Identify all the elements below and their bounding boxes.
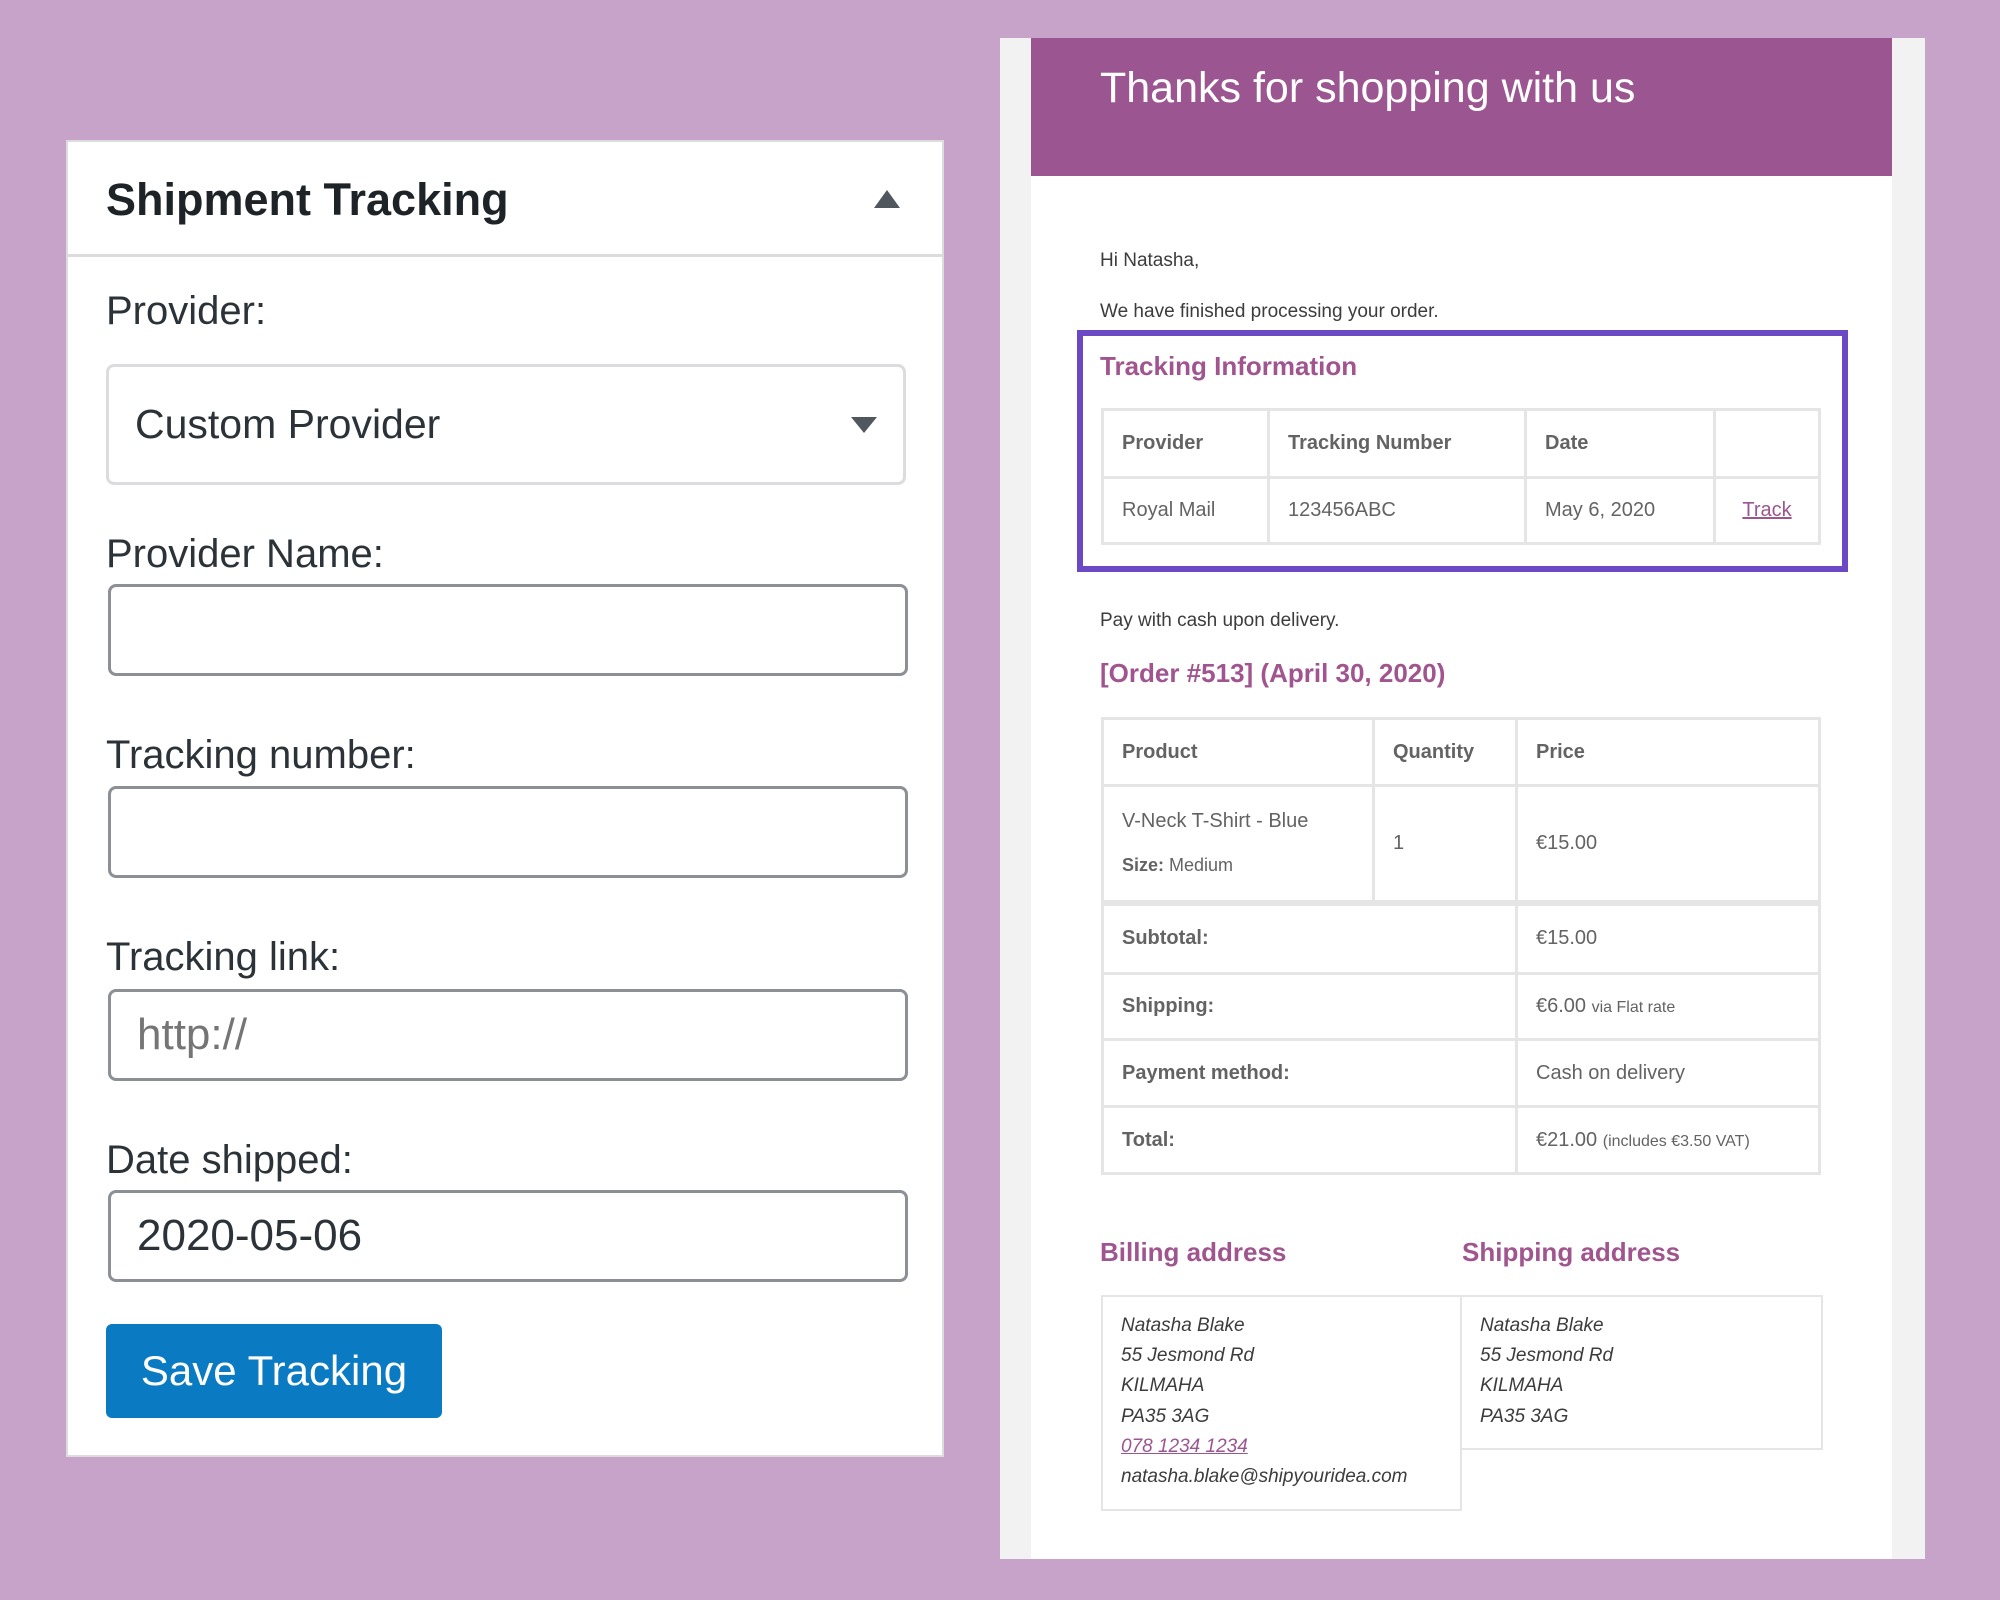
billing-line: Natasha Blake — [1121, 1315, 1245, 1336]
th-price: Price — [1515, 717, 1821, 787]
total-label: Total: — [1101, 1105, 1518, 1175]
th-empty — [1713, 408, 1821, 479]
payment-label: Payment method: — [1101, 1038, 1518, 1109]
th-quantity: Quantity — [1372, 717, 1518, 787]
billing-phone-link[interactable]: 078 1234 1234 — [1121, 1435, 1248, 1457]
tracking-link-label: Tracking link: — [106, 935, 341, 979]
subtotal-label: Subtotal: — [1101, 901, 1518, 975]
th-product: Product — [1101, 717, 1375, 787]
payment-cell: Cash on delivery — [1515, 1038, 1821, 1109]
meta-value: Medium — [1169, 855, 1234, 876]
shipping-line: Natasha Blake — [1480, 1315, 1604, 1336]
th-tracking-number: Tracking Number — [1267, 408, 1527, 479]
order-item-row: V-Neck T-Shirt - Blue Size: Medium 1 €15… — [1101, 784, 1821, 904]
provider-select[interactable]: Custom Provider — [106, 364, 906, 485]
provider-name-input[interactable] — [108, 584, 908, 676]
totals-row-payment: Payment method: Cash on delivery — [1101, 1038, 1821, 1109]
tracking-highlight-box — [1077, 330, 1848, 572]
shipping-line: KILMAHA — [1480, 1375, 1564, 1397]
provider-label: Provider: — [106, 289, 267, 333]
tracking-header-row: Provider Tracking Number Date — [1101, 408, 1821, 479]
totals-row-subtotal: Subtotal: €15.00 — [1101, 901, 1821, 975]
product-meta: Size: Medium — [1122, 855, 1354, 876]
total-value: €21.00 — [1536, 1128, 1598, 1151]
email-header: Thanks for shopping with us — [1031, 38, 1892, 176]
shipping-label: Shipping: — [1101, 971, 1518, 1042]
payment-value: Cash on delivery — [1536, 1061, 1685, 1084]
tracking-row: Royal Mail 123456ABC May 6, 2020 Track — [1101, 476, 1821, 545]
totals-row-total: Total: €21.00 (includes €3.50 VAT) — [1101, 1105, 1821, 1175]
product-cell: V-Neck T-Shirt - Blue Size: Medium — [1101, 784, 1375, 904]
track-cell: Track — [1713, 476, 1821, 545]
shipping-line: 55 Jesmond Rd — [1480, 1345, 1614, 1367]
provider-cell: Royal Mail — [1101, 476, 1270, 545]
tracking-number-cell: 123456ABC — [1267, 476, 1527, 545]
billing-title: Billing address — [1100, 1237, 1287, 1267]
shipping-cell: €6.00 via Flat rate — [1515, 971, 1821, 1042]
billing-line: PA35 3AG — [1121, 1405, 1210, 1427]
shipping-note: via Flat rate — [1591, 999, 1676, 1017]
order-header-row: Product Quantity Price — [1101, 717, 1821, 787]
billing-line: KILMAHA — [1121, 1375, 1205, 1397]
billing-email: natasha.blake@shipyouridea.com — [1121, 1466, 1408, 1488]
chevron-down-icon — [851, 417, 877, 433]
greeting: Hi Natasha, — [1100, 250, 1200, 271]
tracking-info-title: Tracking Information — [1100, 351, 1358, 381]
th-date: Date — [1524, 408, 1716, 479]
intro-text: We have finished processing your order. — [1100, 301, 1439, 322]
payment-note: Pay with cash upon delivery. — [1100, 610, 1340, 631]
shipment-tracking-panel: Shipment Tracking Provider: Custom Provi… — [66, 140, 944, 1457]
collapse-arrow-icon[interactable] — [874, 190, 900, 208]
tracking-link-input[interactable] — [108, 989, 908, 1081]
panel-title: Shipment Tracking — [106, 174, 509, 225]
date-shipped-input[interactable] — [108, 1190, 908, 1282]
shipping-title: Shipping address — [1462, 1237, 1681, 1267]
order-table: Product Quantity Price V-Neck T-Shirt - … — [1101, 717, 1821, 1175]
billing-line: 55 Jesmond Rd — [1121, 1345, 1255, 1367]
subtotal-value: €15.00 — [1536, 927, 1598, 950]
total-cell: €21.00 (includes €3.50 VAT) — [1515, 1105, 1821, 1175]
track-link[interactable]: Track — [1742, 499, 1792, 521]
panel-header[interactable]: Shipment Tracking — [68, 142, 942, 257]
meta-label: Size: — [1122, 855, 1165, 876]
email-header-title: Thanks for shopping with us — [1100, 64, 1636, 112]
shipping-line: PA35 3AG — [1480, 1405, 1569, 1427]
quantity-cell: 1 — [1372, 784, 1518, 904]
date-shipped-label: Date shipped: — [106, 1138, 353, 1182]
subtotal-cell: €15.00 — [1515, 901, 1821, 975]
order-title: [Order #513] (April 30, 2020) — [1100, 658, 1446, 688]
shipping-value: €6.00 — [1536, 995, 1587, 1018]
save-tracking-button[interactable]: Save Tracking — [106, 1324, 442, 1418]
product-name: V-Neck T-Shirt - Blue — [1122, 810, 1309, 833]
totals-row-shipping: Shipping: €6.00 via Flat rate — [1101, 971, 1821, 1042]
billing-address: Natasha Blake 55 Jesmond Rd KILMAHA PA35… — [1101, 1295, 1462, 1511]
tracking-table: Provider Tracking Number Date Royal Mail… — [1101, 408, 1821, 545]
billing-phone: 078 1234 1234 — [1121, 1432, 1442, 1462]
tracking-number-label: Tracking number: — [106, 733, 416, 777]
tracking-number-input[interactable] — [108, 786, 908, 878]
provider-select-value: Custom Provider — [135, 401, 441, 447]
shipping-address: Natasha Blake 55 Jesmond Rd KILMAHA PA35… — [1460, 1295, 1823, 1450]
price-cell: €15.00 — [1515, 784, 1821, 904]
provider-name-label: Provider Name: — [106, 532, 384, 576]
total-note: (includes €3.50 VAT) — [1602, 1132, 1750, 1150]
th-provider: Provider — [1101, 408, 1270, 479]
date-cell: May 6, 2020 — [1524, 476, 1716, 545]
